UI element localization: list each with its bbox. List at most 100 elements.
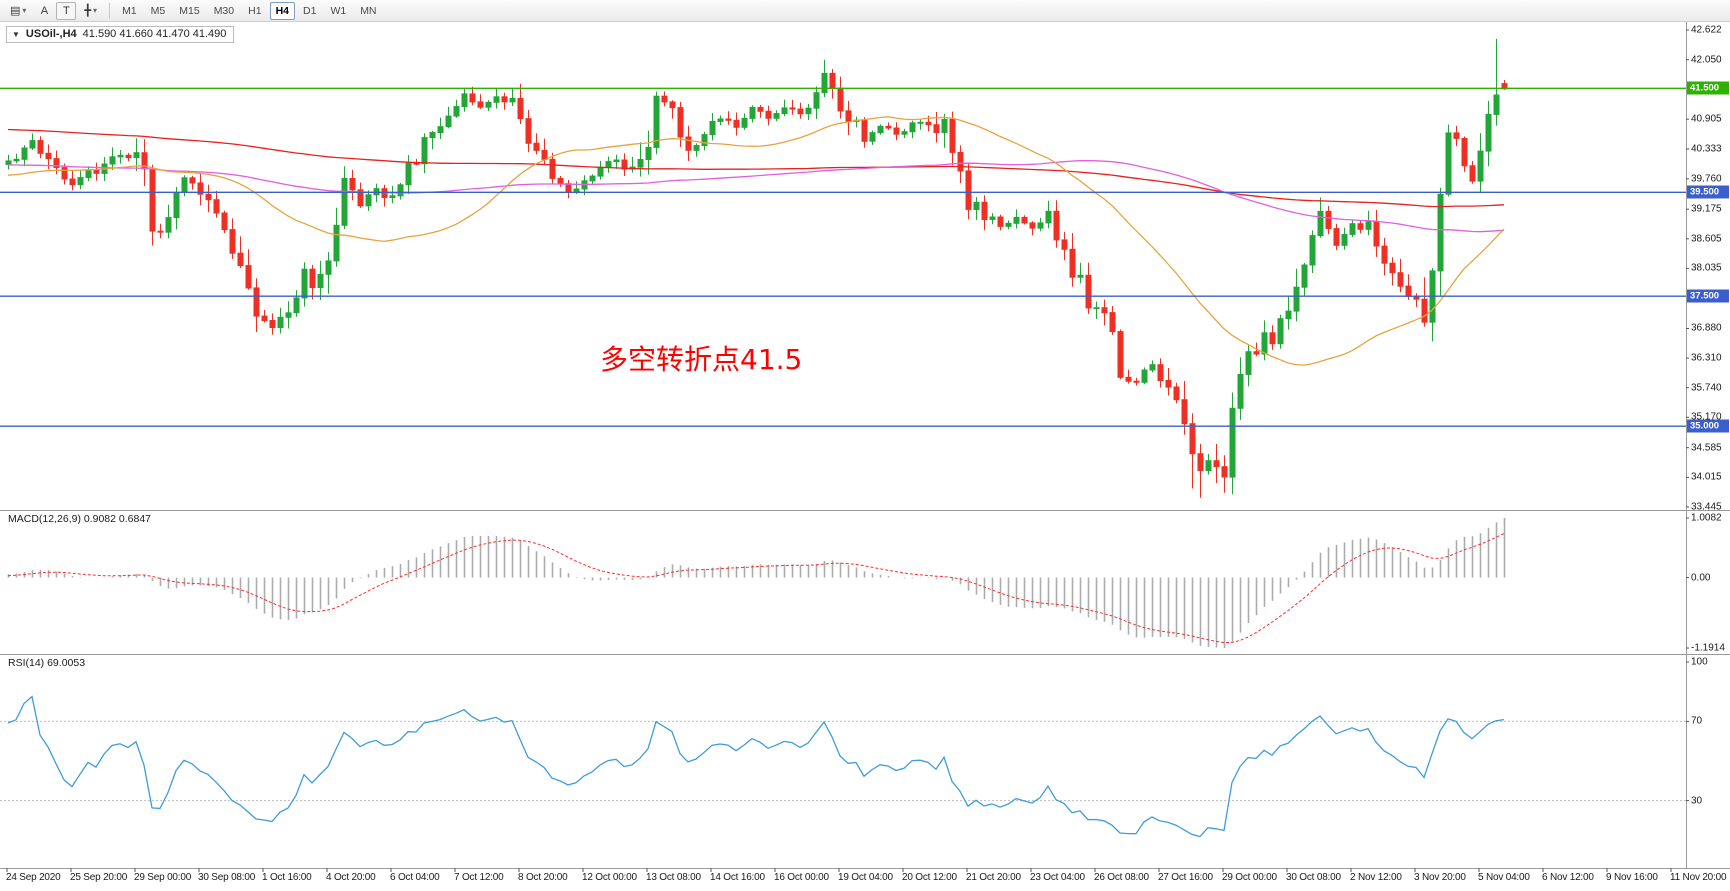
candle-body bbox=[1101, 307, 1108, 314]
candle-body bbox=[1149, 364, 1156, 371]
candle-body bbox=[1365, 221, 1372, 230]
candle-body bbox=[253, 287, 260, 317]
timeframe-d1-button[interactable]: D1 bbox=[303, 4, 317, 17]
candle-body bbox=[1349, 223, 1356, 235]
candle-body bbox=[453, 106, 460, 117]
candle-body bbox=[589, 175, 596, 182]
symbol-period-label: USOil-,H4 bbox=[25, 28, 77, 40]
candle-body bbox=[269, 320, 276, 328]
candle-body bbox=[829, 72, 836, 89]
candle-body bbox=[309, 268, 316, 289]
candle-body bbox=[365, 194, 372, 207]
line-studies-button[interactable]: ╋ ▾ bbox=[78, 2, 103, 20]
candle-body bbox=[13, 158, 20, 162]
rsi-line bbox=[7, 695, 1505, 838]
candle-body bbox=[797, 108, 804, 115]
candle-body bbox=[29, 140, 36, 149]
caret-down-icon: ▾ bbox=[93, 6, 98, 15]
annotation-text[interactable]: 多空转折点41.5 bbox=[600, 343, 803, 376]
candle-body bbox=[573, 188, 580, 192]
timeframe-mn-button[interactable]: MN bbox=[360, 4, 377, 17]
candle-body bbox=[485, 101, 492, 108]
candle-body bbox=[525, 118, 532, 144]
candle-body bbox=[1445, 132, 1452, 195]
candle-body bbox=[757, 107, 764, 112]
candle-body bbox=[1173, 386, 1180, 401]
candle-body bbox=[869, 132, 876, 142]
candle-body bbox=[1389, 262, 1396, 274]
candle-body bbox=[1357, 223, 1364, 230]
candle-body bbox=[877, 125, 884, 134]
candle-body bbox=[357, 189, 364, 207]
candle-body bbox=[669, 101, 676, 109]
ma-orange-line bbox=[7, 116, 1505, 366]
candle-body bbox=[1133, 380, 1140, 383]
macd-signal-line bbox=[7, 533, 1505, 644]
candle-body bbox=[1261, 332, 1268, 355]
line-studies-icon: ╋ bbox=[84, 5, 92, 17]
candle-body bbox=[1301, 264, 1308, 288]
candle-body bbox=[605, 161, 612, 168]
candle-body bbox=[1093, 307, 1100, 310]
candle-body bbox=[949, 118, 956, 153]
timeframe-w1-button[interactable]: W1 bbox=[330, 4, 347, 17]
candle-body bbox=[893, 127, 900, 135]
candle-body bbox=[845, 110, 852, 122]
candle-body bbox=[765, 110, 772, 119]
candle-body bbox=[1013, 216, 1020, 224]
candle-body bbox=[1077, 274, 1084, 278]
candle-body bbox=[1269, 332, 1276, 345]
timeframe-m30-button[interactable]: M30 bbox=[213, 4, 235, 17]
candle-body bbox=[1277, 318, 1284, 345]
candle-body bbox=[1461, 137, 1468, 167]
candle-body bbox=[725, 118, 732, 121]
candle-body bbox=[1141, 369, 1148, 383]
rsi-indicator-label: RSI(14) 69.0053 bbox=[8, 657, 86, 669]
candle-body bbox=[205, 193, 212, 201]
one-click-trading-toggle-icon[interactable]: ▼ bbox=[12, 29, 20, 39]
candle-body bbox=[501, 96, 508, 103]
candle-body bbox=[1189, 423, 1196, 455]
timeframe-m1-button[interactable]: M1 bbox=[122, 4, 137, 17]
timeframe-m15-button[interactable]: M15 bbox=[179, 4, 200, 17]
arrow-tool-button[interactable]: A bbox=[34, 2, 54, 20]
candle-body bbox=[109, 156, 116, 165]
candle-body bbox=[965, 170, 972, 210]
candle-body bbox=[405, 162, 412, 186]
candle-body bbox=[1437, 193, 1444, 272]
candle-body bbox=[1493, 94, 1500, 115]
candle-body bbox=[1309, 235, 1316, 266]
candle-body bbox=[597, 166, 604, 177]
candle-body bbox=[325, 260, 332, 275]
candle-body bbox=[909, 122, 916, 133]
candle-body bbox=[389, 195, 396, 199]
chart-title: ▼ USOil-,H4 41.590 41.660 41.470 41.490 bbox=[6, 26, 235, 43]
candle-body bbox=[1221, 466, 1228, 478]
candle-body bbox=[741, 117, 748, 128]
candle-body bbox=[709, 121, 716, 136]
candle-body bbox=[165, 217, 172, 233]
text-tool-button[interactable]: T bbox=[56, 1, 77, 20]
candle-body bbox=[93, 169, 100, 174]
candle-body bbox=[1085, 274, 1092, 309]
candle-body bbox=[1333, 228, 1340, 246]
chart-list-menu-button[interactable]: ▤ ▾ bbox=[4, 2, 32, 20]
candle-body bbox=[1029, 222, 1036, 229]
candle-body bbox=[1197, 453, 1204, 472]
candle-body bbox=[933, 124, 940, 133]
candle-body bbox=[973, 201, 980, 211]
candle-body bbox=[469, 93, 476, 103]
candle-body bbox=[1069, 248, 1076, 278]
chart-list-menu-icon: ▤ bbox=[10, 5, 21, 17]
candle-body bbox=[1485, 113, 1492, 152]
timeframe-m5-button[interactable]: M5 bbox=[150, 4, 166, 17]
candle-body bbox=[173, 191, 180, 219]
timeframe-h4-button[interactable]: H4 bbox=[269, 1, 295, 20]
candle-body bbox=[901, 131, 908, 135]
macd-indicator-label: MACD(12,26,9) 0.9082 0.6847 bbox=[8, 513, 152, 525]
timeframe-h1-button[interactable]: H1 bbox=[248, 4, 262, 17]
candle-body bbox=[1381, 245, 1388, 264]
candle-body bbox=[213, 199, 220, 214]
